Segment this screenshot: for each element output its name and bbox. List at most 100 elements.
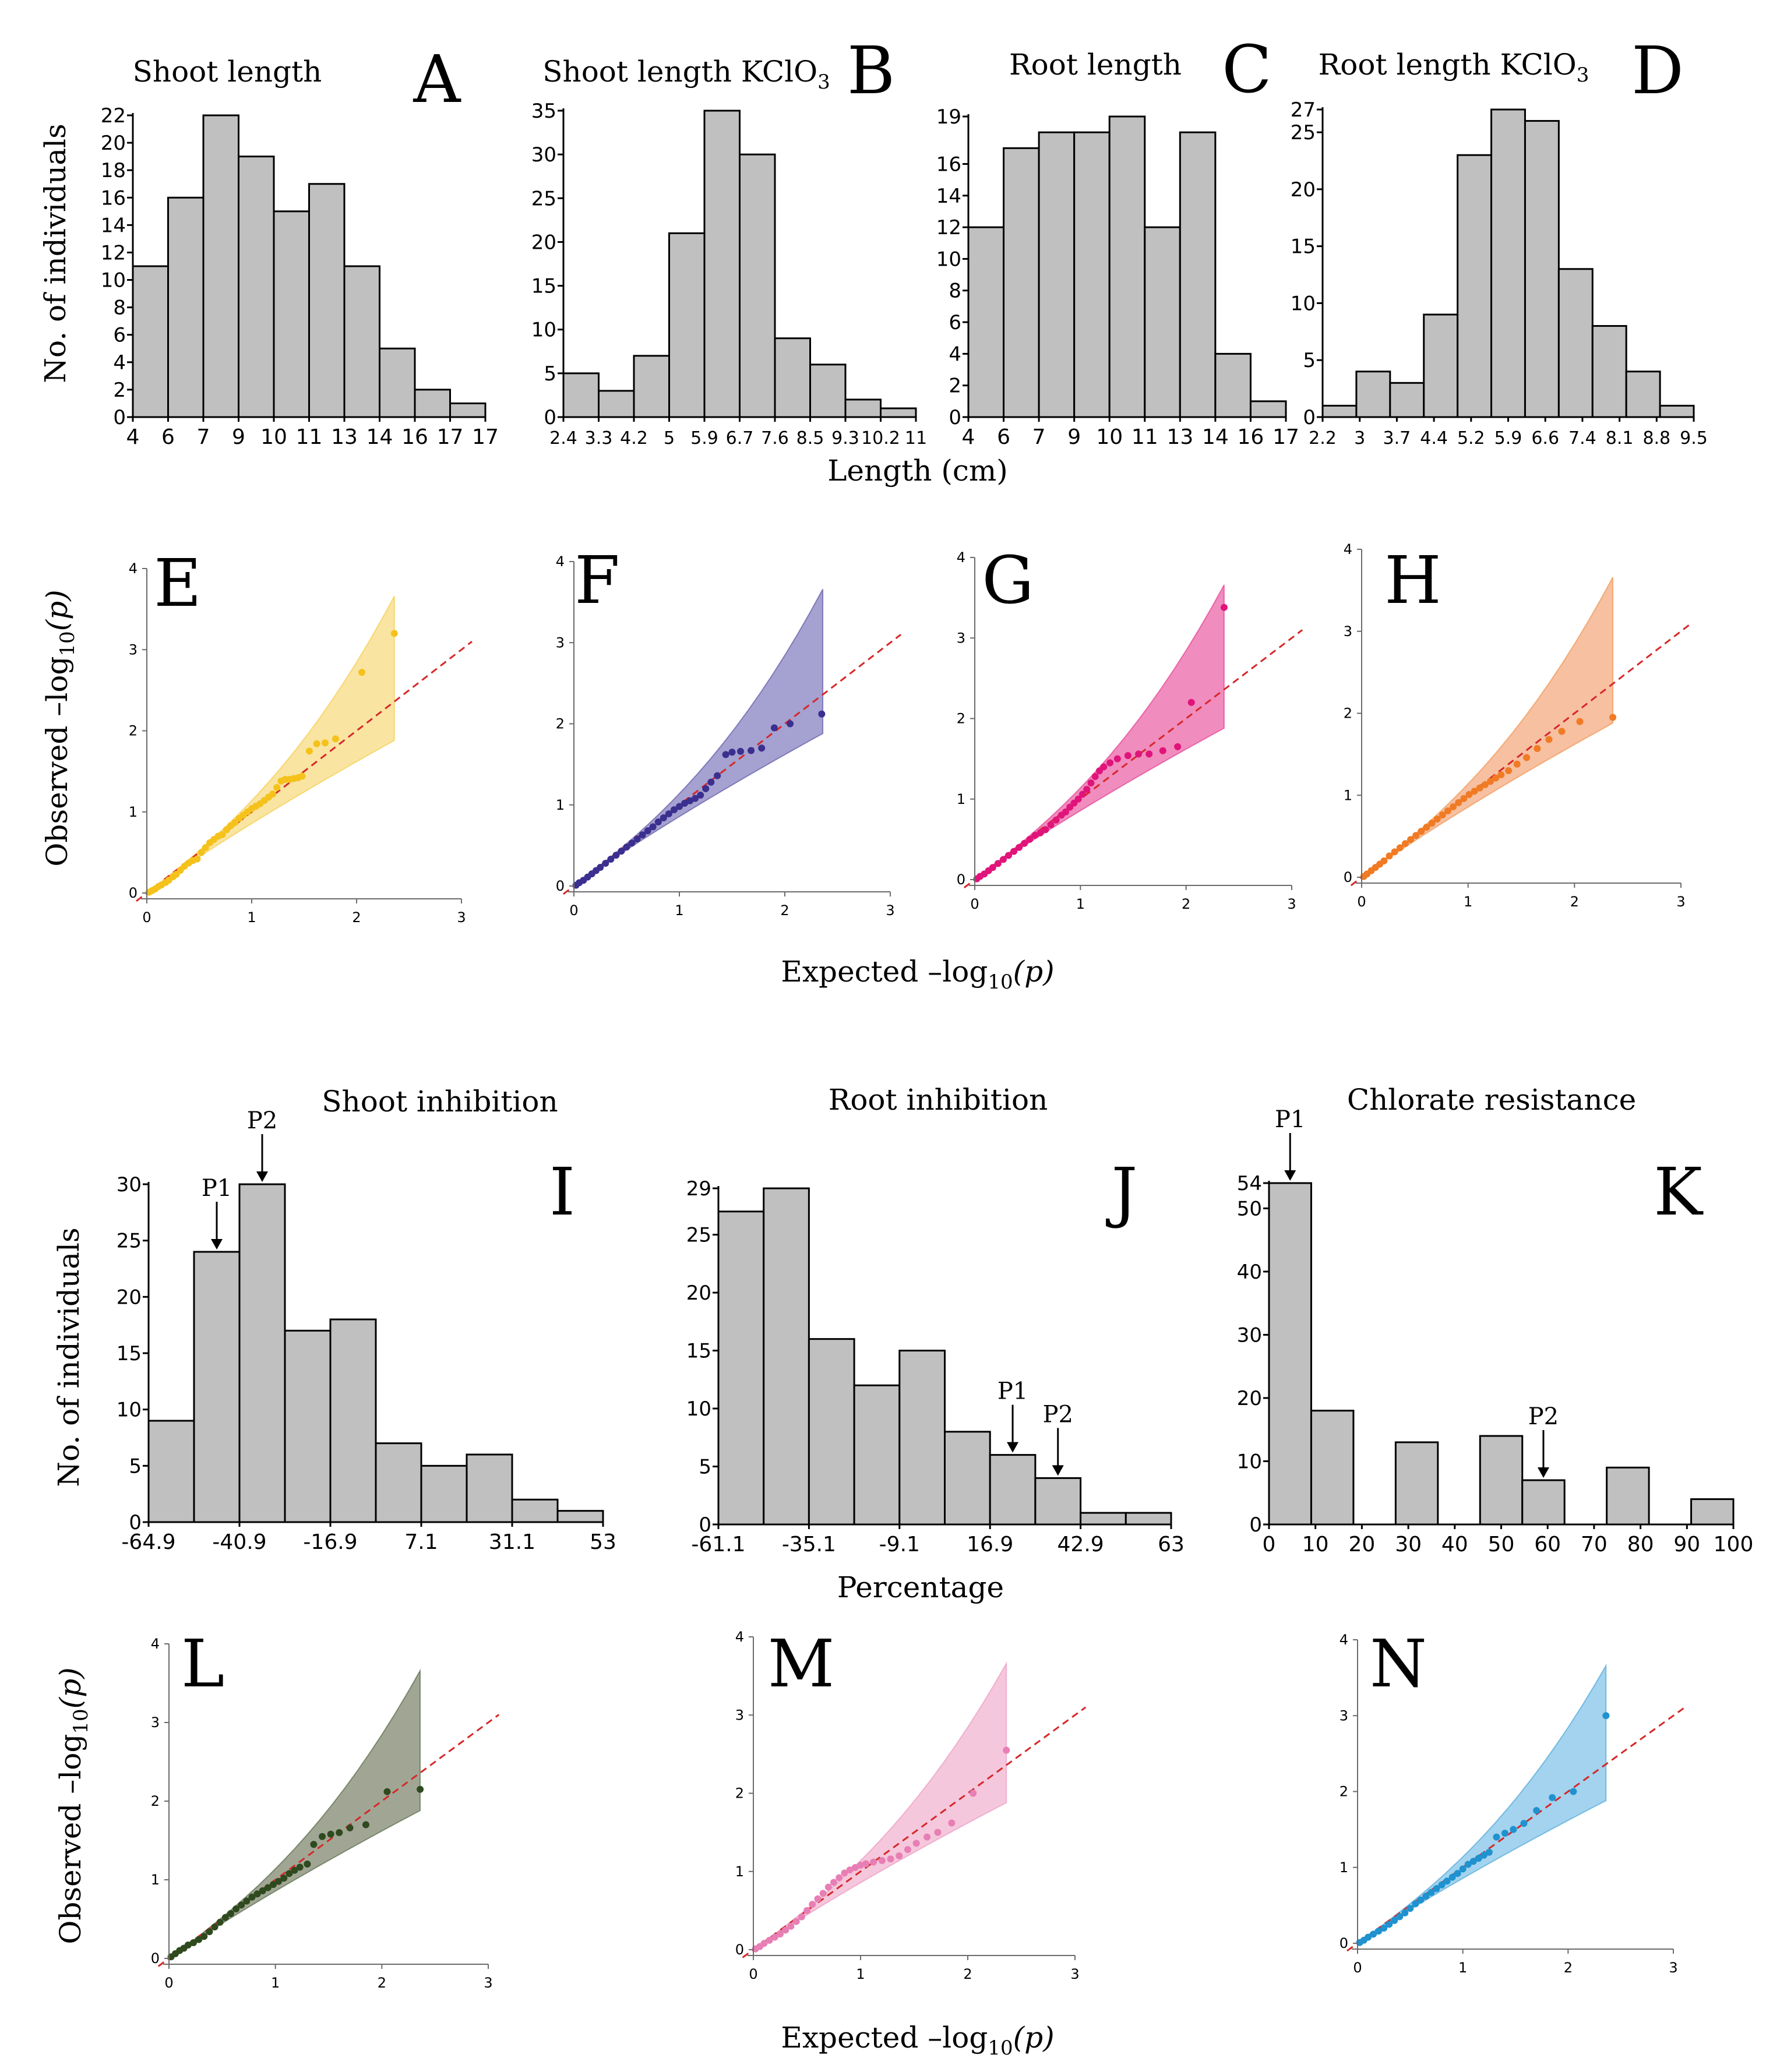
x-tick-label: 1 [675, 902, 683, 919]
y-tick-label: 2 [957, 711, 965, 727]
panel-letter-E: E [154, 546, 202, 622]
point-L-13 [232, 1905, 240, 1912]
x-tick-label: 8.8 [1642, 428, 1670, 449]
bar-K-3 [1394, 1441, 1439, 1526]
y-tick-label: 18 [101, 159, 126, 182]
panel-letter-I: I [549, 1155, 575, 1230]
bar-K-10 [1690, 1498, 1735, 1526]
x-tick-label: 4.4 [1420, 428, 1448, 449]
point-E-15 [202, 844, 209, 852]
y-tick-label: 50 [1237, 1197, 1262, 1220]
point-H-20 [1460, 795, 1468, 802]
point-F-6 [597, 863, 604, 871]
point-F-11 [623, 843, 630, 851]
x-tick-label: 17 [472, 425, 499, 449]
y-tick-label: 12 [936, 216, 961, 239]
bar-J-4 [898, 1350, 946, 1526]
point-L-28 [319, 1833, 326, 1840]
bar-D-3 [1423, 313, 1459, 418]
point-L-20 [270, 1881, 277, 1889]
bar-C-5 [1144, 226, 1181, 418]
x-tick-label: 1 [1076, 896, 1085, 912]
y-tick-label: 2 [949, 375, 961, 398]
point-N-25 [1485, 1848, 1493, 1856]
point-L-12 [227, 1910, 234, 1918]
y-tick-label: 0 [1303, 406, 1316, 429]
confidence-band-F [573, 588, 824, 887]
bar-C-0 [967, 226, 1005, 418]
point-F-36 [818, 710, 826, 718]
bar-D-4 [1457, 154, 1493, 418]
y-tick-label: 1 [1344, 787, 1352, 803]
y-tick-label: 16 [101, 186, 126, 210]
y-tick-label: 4 [1340, 1632, 1348, 1648]
point-H-22 [1471, 788, 1478, 795]
x-tick-label: 2 [963, 1966, 972, 1982]
bar-I-3 [284, 1329, 332, 1523]
point-H-19 [1455, 799, 1462, 806]
point-M-28 [923, 1833, 931, 1841]
point-N-2 [1365, 1933, 1372, 1941]
point-F-23 [686, 797, 694, 804]
y-tick-label: 0 [949, 406, 961, 429]
x-tick-label: -35.1 [782, 1533, 836, 1556]
bar-A-8 [414, 389, 451, 418]
bar-J-8 [1080, 1512, 1127, 1526]
point-L-25 [296, 1863, 304, 1871]
point-M-2 [760, 1940, 768, 1947]
bar-D-8 [1591, 325, 1627, 418]
bar-B-5 [739, 153, 776, 418]
bar-I-8 [511, 1498, 559, 1523]
bar-D-2 [1389, 382, 1425, 418]
panel-L: 0 1 2 3 4 0 1 2 3 L [151, 1626, 500, 1991]
point-G-14 [1042, 826, 1049, 834]
x-tick-label: 7 [1032, 425, 1046, 449]
point-H-17 [1444, 807, 1451, 814]
point-H-24 [1481, 781, 1489, 788]
x-tick-label: 6.7 [726, 428, 754, 449]
x-tick-label: -16.9 [303, 1530, 357, 1554]
x-tick-label: 3 [1354, 428, 1365, 449]
x-tick-label: 40 [1441, 1533, 1468, 1556]
y-tick-label: 4 [556, 553, 565, 570]
x-tick-label: 10.2 [861, 428, 900, 449]
point-N-29 [1520, 1820, 1528, 1827]
confidence-band-L [168, 1668, 421, 1959]
x-tick-label: 0 [1263, 1533, 1276, 1556]
y-tick-label: 0 [699, 1513, 711, 1537]
y-tick-label: 0 [113, 406, 126, 429]
x-tick-label: 0 [1357, 894, 1366, 910]
y-tick-label: 20 [686, 1282, 711, 1305]
x-tick-label: 1 [856, 1966, 865, 1982]
x-tick-label: 53 [590, 1530, 616, 1554]
panel-letter-G: G [982, 543, 1034, 619]
point-H-8 [1396, 844, 1404, 852]
bar-I-1 [193, 1251, 241, 1523]
bar-A-2 [202, 114, 239, 418]
bar-A-9 [449, 402, 487, 418]
point-N-23 [1475, 1855, 1482, 1862]
confidence-band-N [1357, 1663, 1607, 1944]
y-tick-label: 30 [117, 1173, 142, 1196]
y-tick-label: 0 [129, 1511, 142, 1534]
y-tick-label: 3 [1344, 623, 1352, 640]
x-tick-label: 9.5 [1680, 428, 1708, 449]
point-M-21 [862, 1860, 870, 1868]
x-tick-label: 0 [164, 1975, 173, 1991]
point-M-7 [787, 1922, 795, 1930]
point-M-13 [819, 1890, 827, 1897]
point-E-42 [332, 735, 339, 743]
y-tick-label: 2 [556, 716, 565, 732]
x-tick-label: 4 [962, 425, 975, 449]
panel-G: 0 1 2 3 4 0 1 2 3 G [957, 543, 1303, 912]
point-M-23 [878, 1856, 886, 1864]
point-G-29 [1113, 755, 1121, 763]
y-tick-label: 12 [101, 241, 126, 264]
x-tick-label: 8.5 [796, 428, 824, 449]
point-H-23 [1476, 784, 1483, 792]
y-tick-label: 3 [151, 1714, 160, 1731]
point-N-32 [1570, 1788, 1577, 1795]
point-F-15 [644, 827, 651, 835]
